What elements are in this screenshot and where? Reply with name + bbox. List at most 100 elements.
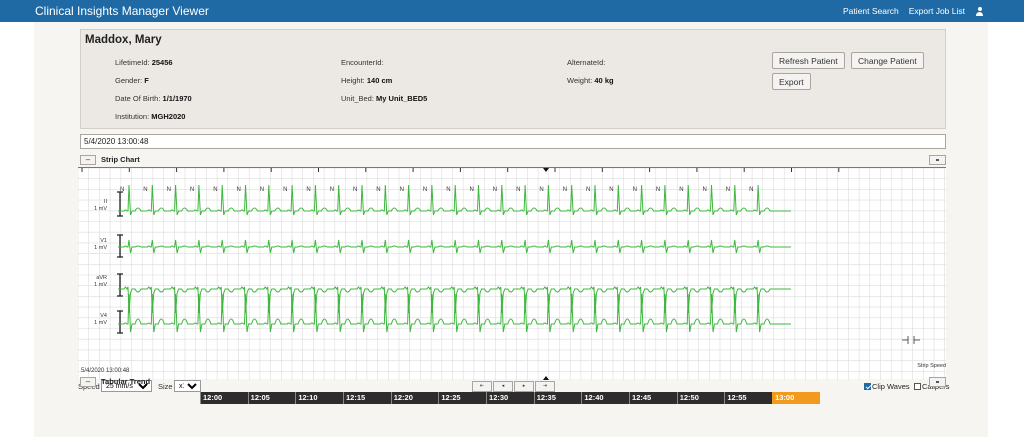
beat-label: N: [470, 187, 474, 193]
trend-time-1225[interactable]: 12:25: [438, 392, 486, 404]
tabular-trend-timeline[interactable]: 12:00 12:05 12:10 12:15 12:20 12:25 12:30 12:35…: [200, 392, 821, 404]
trend-time-1215[interactable]: 12:15: [343, 392, 391, 404]
trend-time-1245[interactable]: 12:45: [629, 392, 677, 404]
patient-search-link[interactable]: Patient Search: [843, 6, 899, 16]
calipers-check-icon[interactable]: [914, 383, 921, 390]
beat-label: N: [260, 187, 264, 193]
lead-label-v4: V4 1 mV: [94, 313, 107, 326]
speed-select[interactable]: 25 mm/s: [101, 380, 152, 392]
trend-time-1200[interactable]: 12:00: [200, 392, 248, 404]
beat-label: N: [516, 187, 520, 193]
strip-chart-collapse-button[interactable]: –: [80, 155, 96, 165]
beat-label: N: [703, 187, 707, 193]
lead-label-avr: aVR 1 mV: [94, 275, 107, 288]
trend-time-1230[interactable]: 12:30: [486, 392, 534, 404]
trend-time-1240[interactable]: 12:40: [581, 392, 629, 404]
size-label: Size: [158, 382, 173, 391]
first-page-button[interactable]: ⇤: [472, 381, 492, 392]
ekg-waveform-ii: [118, 184, 791, 216]
field-unit-bed: Unit_Bed: My Unit_BED5: [341, 94, 428, 103]
strip-chart-title: Strip Chart: [101, 155, 140, 164]
beat-label: N: [143, 187, 147, 193]
beat-label: N: [609, 187, 613, 193]
datetime-input[interactable]: 5/4/2020 13:00:48: [80, 134, 946, 149]
beat-label: N: [563, 187, 567, 193]
main-content: Maddox, Mary LifetimeId: 25456 Gender: F…: [34, 22, 988, 437]
ekg-waveform-avr: [118, 286, 791, 314]
beat-label: N: [726, 187, 730, 193]
ekg-waveform-v4: [118, 293, 791, 333]
beat-label: N: [586, 187, 590, 193]
bottom-cursor-marker[interactable]: [543, 376, 549, 380]
trend-time-1205[interactable]: 12:05: [247, 392, 296, 404]
trend-time-1250[interactable]: 12:50: [676, 392, 725, 404]
clip-waves-check-icon[interactable]: [864, 383, 871, 390]
field-weight: Weight: 40 kg: [567, 76, 614, 85]
top-bar: Clinical Insights Manager Viewer Patient…: [0, 0, 1024, 22]
beat-label: N: [633, 187, 637, 193]
strip-chart-header: – Strip Chart: [80, 155, 946, 166]
lead-label-v1: V1 1 mV: [94, 238, 107, 251]
top-cursor-marker[interactable]: [543, 168, 549, 172]
trend-time-1255[interactable]: 12:55: [724, 392, 772, 404]
field-encounter-id: EncounterId:: [341, 58, 384, 67]
field-gender: Gender: F: [115, 76, 149, 85]
beat-label: N: [656, 187, 660, 193]
app-title: Clinical Insights Manager Viewer: [35, 4, 209, 18]
beat-label: N: [237, 187, 241, 193]
next-button[interactable]: ▸: [514, 381, 534, 392]
strip-chart-expand-button[interactable]: [929, 155, 946, 165]
field-date-of-birth: Date Of Birth: 1/1/1970: [115, 94, 192, 103]
trend-time-1300[interactable]: 13:00: [772, 392, 821, 404]
beat-label: N: [353, 187, 357, 193]
last-page-button[interactable]: ⇥: [535, 381, 555, 392]
trend-time-1220[interactable]: 12:20: [390, 392, 439, 404]
ekg-strip-chart[interactable]: N N N N N N N N N N N N N N N N N N N N N N N N N N N N II 1 mV V1 …: [78, 167, 946, 380]
previous-button[interactable]: ◂: [493, 381, 513, 392]
beat-label: N: [446, 187, 450, 193]
lead-label-ii: II 1 mV: [94, 199, 107, 212]
field-lifetime-id: LifetimeId: 25456: [115, 58, 173, 67]
beat-label: N: [493, 187, 497, 193]
refresh-patient-button[interactable]: Refresh Patient: [772, 52, 845, 69]
trend-time-1235[interactable]: 12:35: [533, 392, 582, 404]
strip-speed-indicator: [902, 336, 920, 344]
beat-label: N: [306, 187, 310, 193]
beat-label: N: [213, 187, 217, 193]
beat-label: N: [283, 187, 287, 193]
tabular-trend-expand-button[interactable]: [929, 377, 946, 387]
ekg-time-ticks: [81, 168, 840, 172]
beat-label: N: [423, 187, 427, 193]
size-select[interactable]: x1: [174, 380, 201, 392]
beat-label: N: [330, 187, 334, 193]
export-button[interactable]: Export: [772, 73, 811, 90]
user-icon[interactable]: [975, 6, 984, 16]
beat-label: N: [679, 187, 683, 193]
beat-label: N: [120, 187, 124, 193]
top-nav: Patient Search Export Job List: [843, 6, 984, 16]
beat-label: N: [539, 187, 543, 193]
tabular-trend-title: Tabular Trend: [101, 377, 151, 386]
calibration-marker-avr: [117, 273, 123, 297]
clip-waves-checkbox[interactable]: Clip Waves: [864, 382, 910, 391]
patient-name: Maddox, Mary: [85, 34, 162, 46]
export-job-list-link[interactable]: Export Job List: [908, 6, 965, 16]
calibration-marker-v4: [117, 310, 123, 334]
beat-label: N: [167, 187, 171, 193]
calibration-marker-v1: [117, 234, 123, 258]
change-patient-button[interactable]: Change Patient: [851, 52, 924, 69]
tabular-trend-collapse-button[interactable]: –: [80, 377, 96, 387]
calibration-marker-ii: [117, 191, 123, 217]
field-alternate-id: AlternateId:: [567, 58, 606, 67]
strip-speed-label: Strip Speed: [917, 363, 946, 369]
patient-info-panel: Maddox, Mary LifetimeId: 25456 Gender: F…: [80, 29, 946, 129]
beat-label: N: [190, 187, 194, 193]
tabular-trend-header: – Tabular Trend: [80, 377, 946, 388]
beat-label: N: [376, 187, 380, 193]
ekg-grid: [78, 168, 946, 380]
beat-label: N: [749, 187, 753, 193]
ekg-waveform-v1: [118, 239, 791, 254]
trend-time-1210[interactable]: 12:10: [295, 392, 343, 404]
